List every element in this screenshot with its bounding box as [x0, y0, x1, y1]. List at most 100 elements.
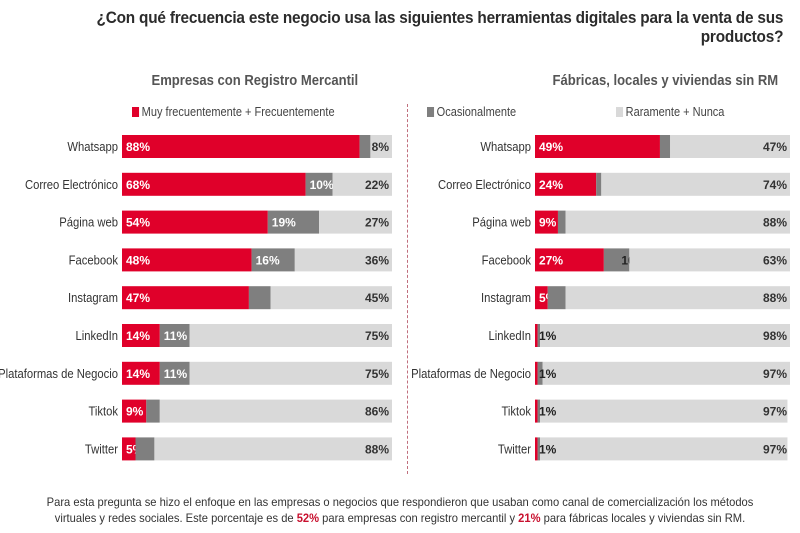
bar-segment-frequent — [122, 248, 252, 272]
data-label: 45% — [365, 291, 389, 305]
category-label: Tiktok — [501, 404, 531, 419]
bar-segment-occasional — [146, 399, 160, 423]
category-label: Página web — [59, 215, 118, 230]
data-label: 48% — [126, 253, 150, 267]
data-label: 47% — [763, 140, 787, 154]
data-label: 8% — [372, 140, 390, 154]
legend-swatch-darkgray — [427, 107, 435, 117]
category-label: Tiktok — [88, 404, 118, 419]
data-label: 14% — [126, 367, 150, 381]
data-label: 14% — [126, 329, 150, 343]
bar-segment-rarely — [565, 210, 790, 234]
bar-segment-rarely — [154, 437, 392, 461]
category-label: LinkedIn — [76, 328, 118, 343]
chart-title: ¿Con qué frecuencia este negocio usa las… — [96, 9, 784, 46]
data-label: 97% — [763, 367, 787, 381]
category-label: Correo Electrónico — [25, 177, 118, 192]
data-label: 9% — [539, 216, 557, 230]
bar-segment-frequent — [122, 286, 249, 310]
bar-segment-frequent — [535, 210, 558, 234]
bar-segment-frequent — [535, 248, 604, 272]
footnote-line-2: virtuales y redes sociales. Este porcent… — [28, 510, 772, 526]
bar-segment-rarely — [270, 286, 392, 310]
data-label: 1% — [539, 442, 557, 456]
bar-segment-rarely — [601, 172, 790, 196]
data-label: 88% — [763, 216, 787, 230]
data-label: 27% — [365, 216, 389, 230]
data-label: 49% — [539, 140, 563, 154]
category-label: Plataformas de Negocio — [411, 366, 531, 381]
category-label: Página web — [472, 215, 531, 230]
data-label: 27% — [539, 253, 563, 267]
legend-label: Raramente + Nunca — [625, 105, 725, 119]
category-label: Facebook — [69, 253, 118, 268]
bar-segment-occasional — [359, 135, 371, 158]
data-label: 54% — [126, 216, 150, 230]
legend-item-frequent: Muy frecuentemente + Frecuentemente — [132, 105, 335, 119]
data-label: 74% — [763, 178, 787, 192]
bar-segment-occasional — [248, 286, 271, 310]
bar-segment-occasional — [537, 399, 541, 423]
data-label: 1% — [539, 405, 557, 419]
category-label: Plataformas de Negocio — [0, 366, 118, 381]
bar-segment-rarely — [542, 361, 790, 385]
footnote: Para esta pregunta se hizo el enfoque en… — [28, 494, 772, 526]
data-label: 97% — [763, 442, 787, 456]
category-label: Whatsapp — [67, 139, 118, 154]
bar-segment-rarely — [670, 135, 790, 158]
data-label: 19% — [272, 216, 296, 230]
bar-segment-occasional — [251, 248, 295, 272]
bar-segment-occasional — [537, 437, 541, 461]
data-label: 75% — [365, 329, 389, 343]
bar-segment-occasional — [537, 361, 543, 385]
bar-segment-occasional — [547, 286, 566, 310]
footnote-text: para empresas con registro mercantil y — [319, 511, 519, 525]
data-label: 11% — [164, 367, 188, 381]
data-label: 22% — [365, 178, 389, 192]
bar-segment-frequent — [122, 210, 268, 234]
data-label: 24% — [539, 178, 563, 192]
bar-segment-frequent — [122, 324, 160, 347]
data-label: 98% — [763, 329, 787, 343]
legend-swatch-lightgray — [616, 107, 624, 117]
bar-segment-rarely — [189, 324, 392, 347]
footnote-text: para fábricas locales y viviendas sin RM… — [540, 511, 746, 525]
data-label: 68% — [126, 178, 150, 192]
legend-label: Ocasionalmente — [436, 105, 517, 119]
bar-segment-occasional — [159, 324, 190, 347]
bar-segment-occasional — [596, 172, 602, 196]
bar-segment-rarely — [629, 248, 790, 272]
bar-segment-rarely — [565, 286, 790, 310]
bar-segment-occasional — [159, 361, 190, 385]
bar-segment-frequent — [535, 172, 597, 196]
bar-segment-occasional — [135, 437, 155, 461]
bar-segment-rarely — [319, 210, 392, 234]
data-label: 88% — [126, 140, 150, 154]
data-label: 86% — [365, 405, 389, 419]
footnote-highlight-rm: 52% — [296, 511, 320, 525]
bar-segment-rarely — [159, 399, 392, 423]
bar-segment-occasional — [603, 248, 630, 272]
category-label: Twitter — [498, 442, 531, 457]
bar-segment-rarely — [294, 248, 392, 272]
data-label: 11% — [164, 329, 188, 343]
bar-segment-frequent — [122, 361, 160, 385]
legend-swatch-red — [132, 107, 140, 117]
data-label: 88% — [365, 442, 389, 456]
bar-segment-occasional — [305, 172, 333, 196]
footnote-highlight-sin-rm: 21% — [518, 511, 541, 525]
data-label: 97% — [763, 405, 787, 419]
bar-segment-occasional — [557, 210, 566, 234]
panel-title-left: Empresas con Registro Mercantil — [151, 73, 359, 89]
data-label: 16% — [256, 253, 280, 267]
bar-segment-frequent — [122, 437, 136, 461]
data-label: 36% — [365, 253, 389, 267]
category-label: Facebook — [482, 253, 531, 268]
bar-segment-frequent — [535, 437, 538, 461]
bar-segment-rarely — [370, 135, 392, 158]
bar-segment-occasional — [537, 324, 541, 347]
footnote-line-1: Para esta pregunta se hizo el enfoque en… — [46, 495, 754, 509]
bar-segment-frequent — [535, 286, 548, 310]
bar-segment-rarely — [189, 361, 392, 385]
